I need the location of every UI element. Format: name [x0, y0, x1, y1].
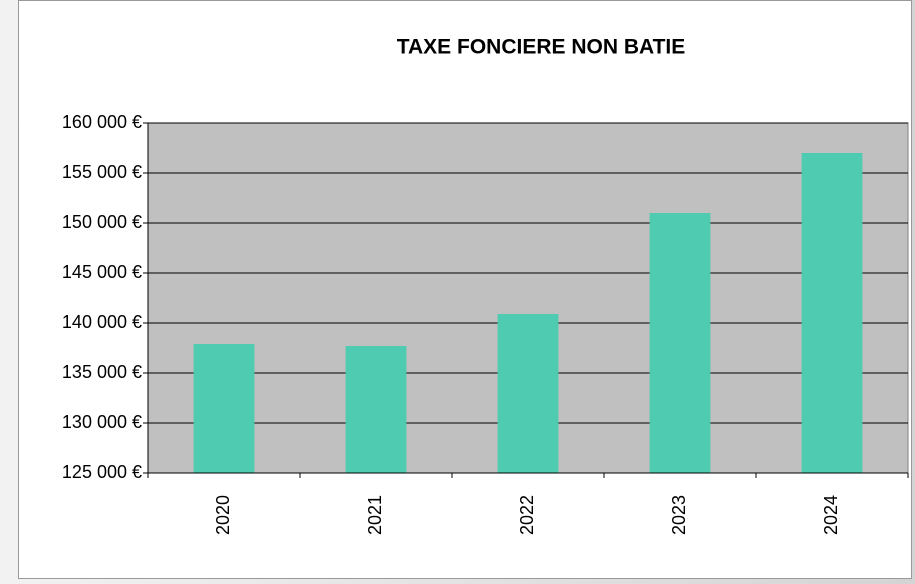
y-tick-label: 160 000 €	[62, 112, 142, 132]
bar	[649, 213, 711, 473]
y-tick-label: 135 000 €	[62, 362, 142, 382]
bar	[193, 344, 255, 473]
y-tick-label: 140 000 €	[62, 312, 142, 332]
y-tick-label: 155 000 €	[62, 162, 142, 182]
y-tick-label: 125 000 €	[62, 462, 142, 482]
y-tick-label: 150 000 €	[62, 212, 142, 232]
x-tick-label: 2021	[365, 495, 385, 535]
x-tick-label: 2020	[213, 495, 233, 535]
x-tick-label: 2023	[669, 495, 689, 535]
x-tick-label: 2024	[821, 495, 841, 535]
bar	[345, 346, 407, 473]
x-tick-label: 2022	[517, 495, 537, 535]
bar	[801, 153, 863, 473]
chart-title: TAXE FONCIERE NON BATIE	[397, 36, 686, 59]
bar	[497, 314, 559, 473]
y-tick-label: 130 000 €	[62, 412, 142, 432]
y-tick-label: 145 000 €	[62, 262, 142, 282]
